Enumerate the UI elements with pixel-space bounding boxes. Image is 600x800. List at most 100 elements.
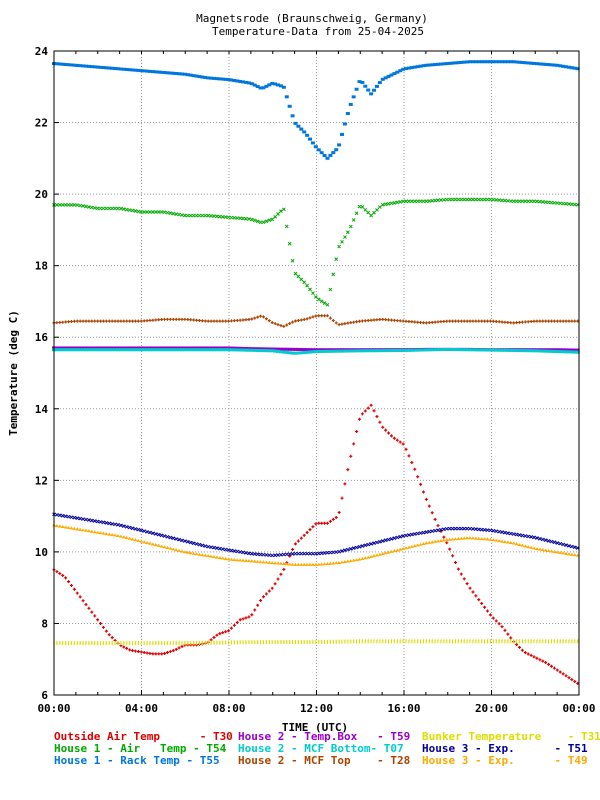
data-point bbox=[419, 482, 423, 486]
data-point bbox=[255, 559, 260, 563]
data-point bbox=[286, 640, 288, 645]
data-point bbox=[347, 639, 349, 644]
data-point bbox=[284, 95, 289, 99]
data-point bbox=[188, 348, 193, 352]
data-point bbox=[486, 639, 489, 644]
data-point bbox=[540, 62, 545, 66]
data-point bbox=[224, 319, 228, 323]
data-point bbox=[55, 512, 59, 517]
data-point bbox=[133, 346, 138, 350]
data-point bbox=[177, 346, 182, 350]
data-point bbox=[232, 215, 237, 220]
data-point bbox=[107, 532, 112, 536]
data-point bbox=[235, 558, 240, 562]
data-point bbox=[171, 348, 176, 352]
y-tick-label: 18 bbox=[35, 260, 48, 273]
data-point bbox=[523, 61, 528, 65]
data-point bbox=[346, 321, 350, 325]
data-point bbox=[168, 535, 173, 540]
data-point bbox=[264, 349, 269, 353]
data-point bbox=[191, 551, 196, 555]
data-point bbox=[241, 346, 246, 350]
data-point bbox=[54, 524, 59, 528]
data-point bbox=[456, 567, 460, 571]
data-point bbox=[63, 346, 68, 350]
data-point bbox=[471, 197, 475, 202]
data-point bbox=[282, 567, 286, 571]
data-point bbox=[476, 527, 481, 532]
data-point bbox=[421, 530, 426, 535]
data-point bbox=[160, 652, 164, 656]
data-point bbox=[293, 562, 298, 566]
data-point bbox=[104, 521, 109, 525]
data-point bbox=[174, 537, 179, 541]
data-point bbox=[517, 542, 522, 546]
data-point bbox=[153, 543, 158, 547]
data-point bbox=[436, 62, 441, 66]
data-point bbox=[216, 640, 218, 645]
data-point bbox=[508, 60, 513, 64]
data-point bbox=[465, 536, 470, 540]
data-point bbox=[197, 318, 201, 322]
data-point bbox=[267, 347, 272, 351]
data-point bbox=[121, 535, 126, 539]
data-point bbox=[457, 639, 460, 644]
data-point bbox=[433, 517, 437, 521]
data-point bbox=[418, 348, 423, 352]
data-point bbox=[244, 347, 249, 351]
data-point bbox=[131, 641, 134, 646]
data-point bbox=[221, 319, 225, 323]
data-point bbox=[81, 599, 85, 603]
data-point bbox=[299, 127, 304, 131]
data-point bbox=[322, 349, 327, 353]
data-point bbox=[535, 656, 539, 660]
data-point bbox=[306, 640, 308, 645]
data-point bbox=[418, 531, 423, 535]
data-point bbox=[363, 319, 367, 323]
data-point bbox=[287, 241, 292, 246]
data-point bbox=[412, 532, 417, 536]
data-point bbox=[130, 526, 135, 531]
data-point bbox=[244, 551, 248, 555]
data-point bbox=[92, 346, 97, 350]
legend-entry: House 1 - Rack Temp - T55 bbox=[54, 754, 220, 767]
data-point bbox=[95, 519, 100, 524]
data-point bbox=[223, 547, 228, 552]
data-point bbox=[276, 347, 281, 351]
data-point bbox=[136, 68, 141, 72]
data-point bbox=[159, 544, 164, 548]
data-point bbox=[105, 641, 107, 646]
data-point bbox=[480, 601, 484, 605]
data-point bbox=[134, 641, 137, 646]
data-point bbox=[345, 230, 350, 235]
data-point bbox=[171, 536, 176, 541]
data-point bbox=[316, 348, 321, 352]
data-point bbox=[555, 668, 559, 672]
data-point bbox=[427, 63, 432, 67]
data-point bbox=[363, 349, 368, 353]
data-point bbox=[488, 613, 492, 617]
data-point bbox=[462, 577, 466, 581]
data-point bbox=[180, 348, 185, 352]
data-point bbox=[254, 640, 256, 645]
data-point bbox=[238, 318, 242, 322]
data-point bbox=[535, 536, 539, 540]
data-point bbox=[72, 63, 77, 67]
data-point bbox=[127, 346, 132, 350]
data-point bbox=[447, 347, 452, 351]
data-point bbox=[217, 556, 222, 560]
data-point bbox=[331, 348, 336, 352]
data-point bbox=[110, 636, 114, 640]
data-point bbox=[130, 208, 135, 213]
data-point bbox=[503, 530, 507, 535]
data-point bbox=[116, 534, 121, 538]
data-point bbox=[182, 550, 187, 554]
data-point bbox=[511, 199, 516, 204]
data-point bbox=[454, 639, 457, 644]
data-point bbox=[296, 562, 301, 566]
data-point bbox=[116, 67, 121, 71]
data-point bbox=[264, 347, 269, 351]
data-point bbox=[559, 639, 561, 644]
data-point bbox=[267, 349, 272, 353]
data-point bbox=[89, 205, 94, 210]
